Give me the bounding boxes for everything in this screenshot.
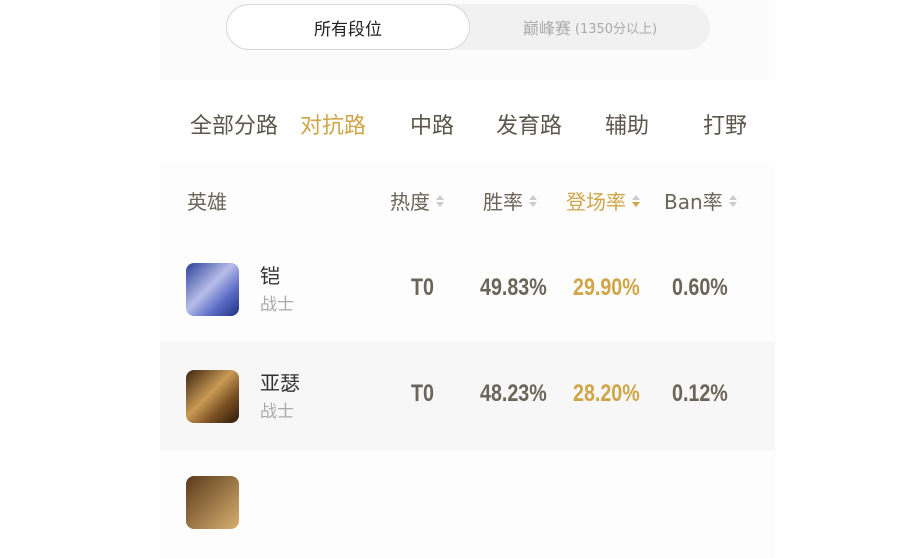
col-ban[interactable]: Ban率 <box>664 186 737 215</box>
tab-farm-lane[interactable]: 发育路 <box>496 114 563 139</box>
heat-value: T0 <box>411 380 434 407</box>
tab-jungle[interactable]: 打野 <box>703 114 748 139</box>
win-rate: 49.83% <box>480 274 547 301</box>
table-row[interactable] <box>160 450 775 558</box>
peak-option[interactable]: 巅峰赛 (1350分以上) <box>470 4 710 50</box>
col-ban-label: Ban率 <box>664 190 723 214</box>
hero-role: 战士 <box>260 295 294 315</box>
sort-desc-icon <box>632 194 640 207</box>
col-pick[interactable]: 登场率 <box>566 186 640 215</box>
hero-ranking-panel: 所有段位 巅峰赛 (1350分以上) 全部分路 对抗路 中路 发育路 辅助 打野 … <box>160 0 775 558</box>
hero-avatar <box>186 370 239 423</box>
tab-mid-lane[interactable]: 中路 <box>410 114 455 139</box>
col-pick-label: 登场率 <box>566 190 626 214</box>
ban-rate: 0.60% <box>672 274 728 301</box>
peak-note: (1350分以上) <box>574 21 658 37</box>
table-row[interactable]: 铠 战士 T0 49.83% 29.90% 0.60% <box>160 234 775 342</box>
rank-toggle: 所有段位 巅峰赛 (1350分以上) <box>226 4 710 50</box>
pick-rate: 29.90% <box>573 274 640 301</box>
sort-icon <box>728 194 737 207</box>
hero-role: 战士 <box>260 402 294 422</box>
all-ranks-option[interactable]: 所有段位 <box>226 4 470 50</box>
sort-icon <box>436 194 444 207</box>
win-rate: 48.23% <box>480 380 547 407</box>
col-win[interactable]: 胜率 <box>483 186 537 215</box>
hero-name: 铠 <box>260 264 280 288</box>
ban-rate: 0.12% <box>672 380 728 407</box>
col-win-label: 胜率 <box>483 190 523 214</box>
col-heat[interactable]: 热度 <box>390 186 444 215</box>
table-row[interactable]: 亚瑟 战士 T0 48.23% 28.20% 0.12% <box>160 342 775 450</box>
tab-clash-lane[interactable]: 对抗路 <box>300 114 367 139</box>
tab-all-lanes[interactable]: 全部分路 <box>190 114 279 139</box>
peak-label: 巅峰赛 <box>522 19 571 38</box>
tab-support[interactable]: 辅助 <box>605 114 650 139</box>
table-header: 英雄 热度 胜率 登场率 Ban率 <box>160 162 775 234</box>
lane-tabs: 全部分路 对抗路 中路 发育路 辅助 打野 <box>160 80 775 162</box>
hero-avatar <box>186 476 239 529</box>
col-hero: 英雄 <box>187 190 227 214</box>
hero-avatar <box>186 263 239 316</box>
pick-rate: 28.20% <box>573 380 640 407</box>
col-heat-label: 热度 <box>390 190 430 214</box>
hero-name: 亚瑟 <box>260 371 300 395</box>
heat-value: T0 <box>411 274 434 301</box>
sort-icon <box>529 194 537 207</box>
